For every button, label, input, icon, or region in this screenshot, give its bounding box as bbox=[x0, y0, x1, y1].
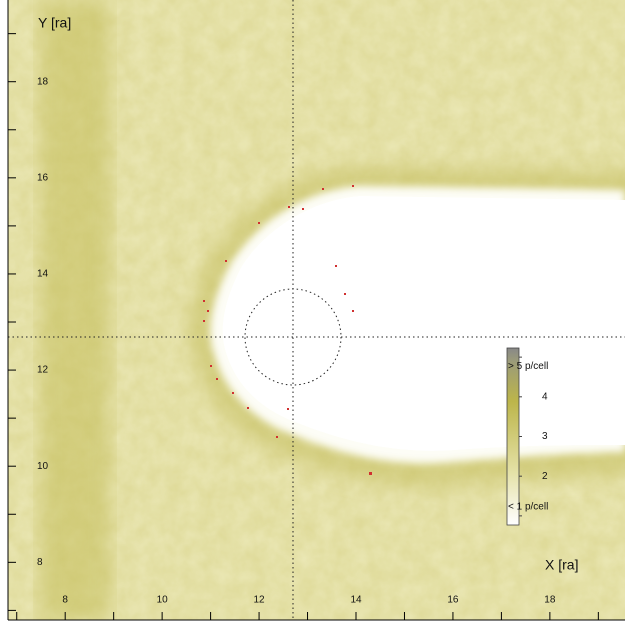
colorbar-label: 3 bbox=[542, 431, 548, 442]
y-tick-label: 14 bbox=[37, 269, 49, 280]
colorbar-label: 2 bbox=[542, 471, 548, 482]
x-axis-label: X [ra] bbox=[545, 557, 578, 573]
y-tick-label: 16 bbox=[37, 172, 49, 183]
x-tick-label: 10 bbox=[157, 595, 169, 606]
colorbar-label: > 5 p/cell bbox=[508, 361, 548, 372]
colorbar bbox=[507, 348, 519, 525]
y-tick-label: 12 bbox=[37, 365, 49, 376]
x-tick-label: 18 bbox=[544, 595, 556, 606]
colorbar-label: < 1 p/cell bbox=[508, 502, 548, 513]
x-tick-label: 12 bbox=[254, 595, 266, 606]
x-tick-label: 8 bbox=[62, 595, 68, 606]
y-axis-label: Y [ra] bbox=[38, 15, 71, 31]
colorbar-label: 4 bbox=[542, 391, 548, 402]
y-tick-label: 18 bbox=[37, 76, 49, 87]
x-tick-label: 16 bbox=[447, 595, 459, 606]
density-map bbox=[8, 0, 625, 627]
y-tick-label: 8 bbox=[37, 557, 43, 568]
y-tick-label: 10 bbox=[37, 461, 49, 472]
chart: Y [ra] X [ra] 8 10 12 14 16 18 8 10 12 14 16 18 > 5 … bbox=[0, 0, 625, 627]
x-tick-label: 14 bbox=[350, 595, 362, 606]
